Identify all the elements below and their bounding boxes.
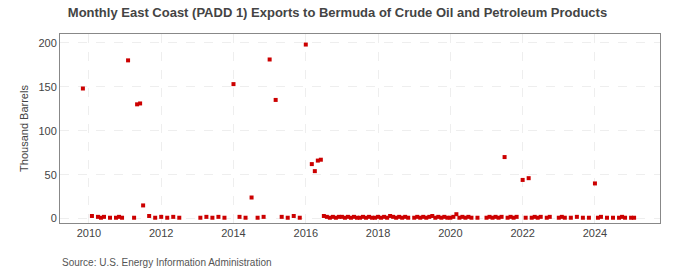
svg-text:2022: 2022 xyxy=(510,227,534,239)
svg-text:2014: 2014 xyxy=(221,227,245,239)
svg-text:2020: 2020 xyxy=(438,227,462,239)
svg-text:Thousand Barrels: Thousand Barrels xyxy=(18,85,30,172)
svg-text:Source: U.S. Energy Informatio: Source: U.S. Energy Information Administ… xyxy=(62,257,272,268)
svg-text:2012: 2012 xyxy=(149,227,173,239)
svg-text:100: 100 xyxy=(38,125,56,137)
svg-text:150: 150 xyxy=(38,81,56,93)
svg-text:0: 0 xyxy=(51,212,57,224)
svg-text:Monthly East Coast (PADD 1) Ex: Monthly East Coast (PADD 1) Exports to B… xyxy=(68,5,607,20)
svg-text:50: 50 xyxy=(45,169,57,181)
svg-text:2018: 2018 xyxy=(366,227,390,239)
svg-text:2010: 2010 xyxy=(77,227,101,239)
svg-text:2016: 2016 xyxy=(294,227,318,239)
svg-text:2024: 2024 xyxy=(583,227,607,239)
svg-text:200: 200 xyxy=(38,37,56,49)
